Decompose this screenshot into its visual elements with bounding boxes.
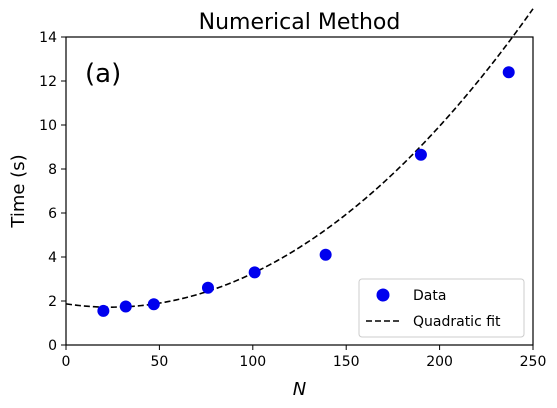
y-tick-label: 0	[48, 338, 57, 354]
x-axis-label: N	[293, 379, 306, 400]
x-tick-label: 250	[520, 354, 547, 370]
x-tick-label: 0	[62, 354, 71, 370]
chart-title: Numerical Method	[199, 10, 401, 35]
x-tick-label: 200	[426, 354, 453, 370]
x-tick-label: 150	[333, 354, 360, 370]
y-tick-label: 4	[48, 250, 57, 266]
quadratic-fit-line	[65, 8, 534, 308]
y-tick-label: 8	[48, 162, 57, 178]
data-point	[502, 66, 515, 79]
y-tick-label: 12	[39, 74, 57, 90]
y-axis-label: Time (s)	[8, 154, 29, 228]
panel-label: (a)	[85, 59, 121, 89]
legend-label-fit: Quadratic fit	[413, 314, 501, 330]
x-tick-label: 100	[239, 354, 266, 370]
data-point	[119, 300, 132, 313]
y-tick-label: 10	[39, 118, 57, 134]
y-tick-label: 6	[48, 206, 57, 222]
data-point	[319, 248, 332, 261]
y-tick-label: 14	[39, 30, 57, 46]
axes-frame	[65, 36, 534, 346]
legend-label-data: Data	[413, 288, 446, 304]
data-point	[147, 298, 160, 311]
x-tick-label: 50	[150, 354, 168, 370]
data-point	[201, 281, 214, 294]
plot-area	[65, 8, 534, 346]
legend-data-marker	[376, 288, 390, 302]
data-point	[248, 266, 261, 279]
y-tick-label: 2	[48, 294, 57, 310]
legend: Data Quadratic fit	[358, 278, 525, 338]
data-point	[414, 148, 427, 161]
legend-box	[358, 278, 525, 338]
data-point	[97, 304, 110, 317]
